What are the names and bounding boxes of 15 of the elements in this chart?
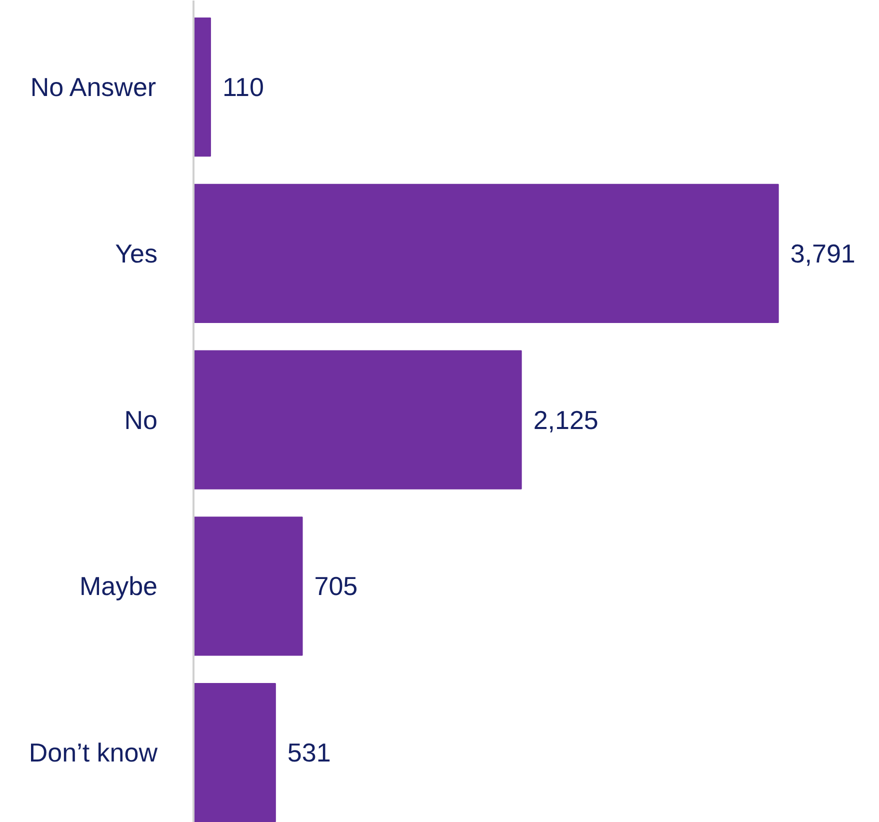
y-tick-label: Yes xyxy=(115,238,158,268)
data-label: 531 xyxy=(287,738,331,768)
y-tick-label: Don’t know xyxy=(28,738,158,768)
y-tick-label: Maybe xyxy=(79,571,158,602)
bar xyxy=(194,683,276,822)
bar xyxy=(194,350,522,490)
data-label: 2,125 xyxy=(533,404,598,435)
data-label: 110 xyxy=(222,72,264,102)
bar xyxy=(194,516,303,656)
data-label: 3,791 xyxy=(790,238,856,268)
bar xyxy=(194,184,779,323)
y-tick-label: No Answer xyxy=(30,72,156,102)
data-label: 705 xyxy=(314,571,358,602)
y-tick-label: No xyxy=(124,404,158,435)
bar xyxy=(194,17,211,157)
